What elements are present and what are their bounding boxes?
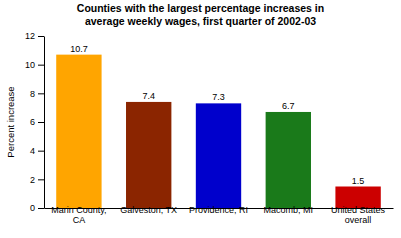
tick: United Statesoverall [331, 205, 386, 225]
data-labels: 10.7 7.4 7.3 6.7 1.5 [70, 44, 364, 186]
tick: 12 [25, 31, 44, 41]
data-label: 10.7 [70, 44, 88, 54]
tick-mark [38, 179, 44, 180]
tick: Providence, RI [189, 205, 248, 215]
text-line: overall [345, 215, 372, 225]
plot-area: 0 2 4 6 8 10 12 Marin County,CA Galveston, TX Pro… [25, 31, 394, 225]
bars [56, 55, 381, 208]
text-line: Providence, RI [189, 205, 248, 215]
tick-label: 0 [30, 203, 35, 213]
data-label: 7.4 [142, 91, 155, 101]
bar [266, 112, 311, 208]
y-axis: 0 2 4 6 8 10 12 [25, 31, 45, 213]
tick-label: 12 [25, 31, 35, 41]
tick-label: Galveston, TX [120, 205, 177, 215]
tick-label: 8 [30, 89, 35, 99]
title: Counties with the largest percentage inc… [77, 2, 324, 27]
text-line: average weekly wages, first quarter of 2… [85, 15, 316, 27]
tick: 10 [25, 60, 44, 70]
data-label: 7.3 [212, 92, 225, 102]
tick: 6 [30, 117, 44, 127]
tick-label: 6 [30, 117, 35, 127]
tick-label: 10 [25, 60, 35, 70]
data-label: 6.7 [282, 101, 295, 111]
axis-title: Percent increase [5, 86, 16, 157]
tick: 0 [30, 203, 44, 213]
bar [56, 55, 101, 208]
tick-label: 4 [30, 146, 35, 156]
text-line: United States [331, 205, 386, 215]
x-axis: Marin County,CA Galveston, TX Providence, … [45, 205, 394, 225]
tick: 4 [30, 146, 44, 156]
tick: Galveston, TX [120, 205, 177, 215]
tick-mark [38, 65, 44, 66]
tick-label: 2 [30, 175, 35, 185]
tick-mark [38, 208, 44, 209]
bar [196, 103, 241, 208]
tick-label: Marin County,CA [51, 205, 106, 225]
tick: Macomb, MI [264, 205, 314, 215]
tick-label: Macomb, MI [264, 205, 314, 215]
text-line: Counties with the largest percentage inc… [77, 2, 324, 14]
text-line: Marin County, [51, 205, 106, 215]
chart: 0 2 4 6 8 10 12 Marin County,CA Galveston, TX Pro… [0, 0, 401, 238]
tick-mark [38, 93, 44, 94]
bar [126, 102, 171, 208]
tick-mark [38, 122, 44, 123]
text-line: Galveston, TX [120, 205, 177, 215]
tick-label: Providence, RI [189, 205, 248, 215]
data-label: 1.5 [352, 176, 365, 186]
axis-line [44, 37, 45, 209]
tick-mark [38, 36, 44, 37]
text-line: Macomb, MI [264, 205, 314, 215]
tick-label: United Statesoverall [331, 205, 386, 225]
tick: 2 [30, 175, 44, 185]
tick-mark [38, 151, 44, 152]
text-line: CA [73, 215, 86, 225]
tick: 8 [30, 89, 44, 99]
tick: Marin County,CA [51, 205, 106, 225]
